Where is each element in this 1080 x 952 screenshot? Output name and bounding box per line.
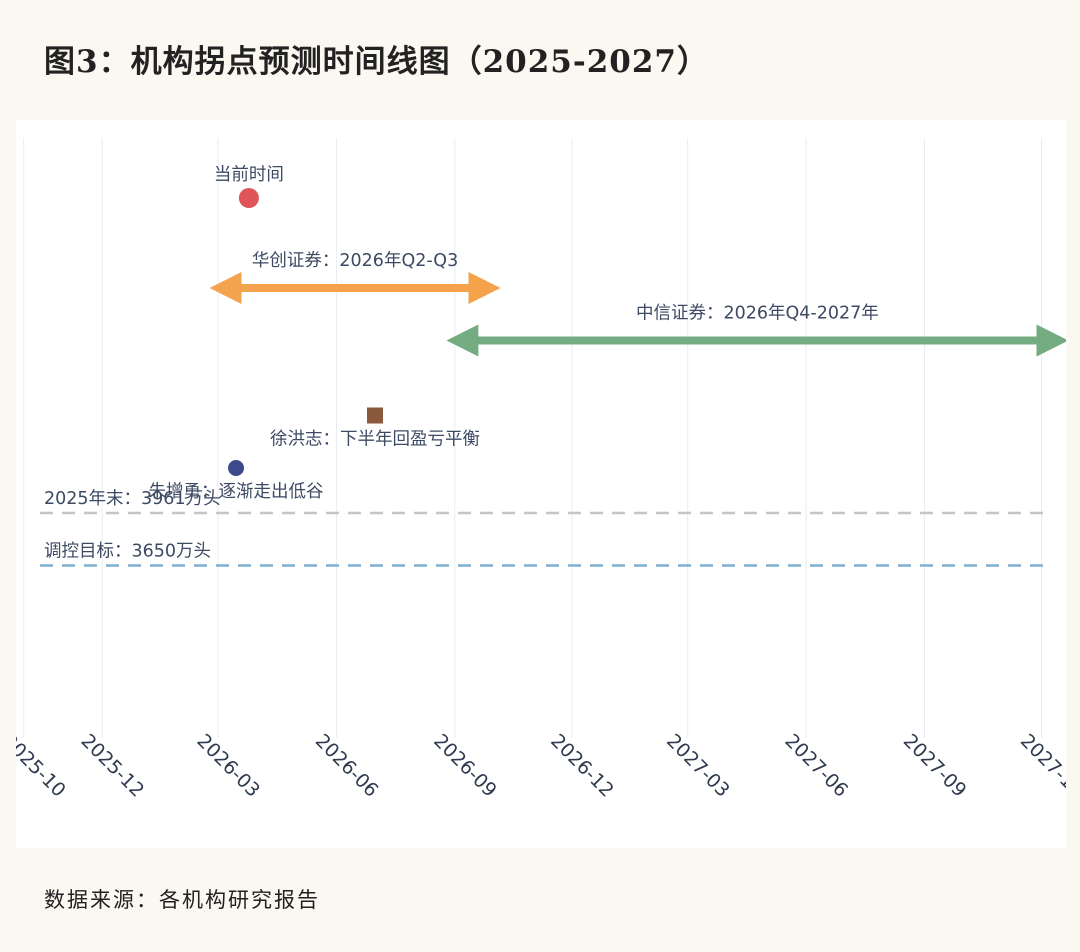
ref-target-label: 调控目标：3650万头 [44, 542, 211, 562]
ref-2025-label: 2025年末：3961万头 [44, 489, 221, 509]
current-label: 当前时间 [214, 165, 284, 185]
figure-title: 图3：机构拐点预测时间线图（2025-2027） [44, 44, 709, 80]
xu-marker [367, 407, 384, 424]
range-arrows [209, 272, 1066, 357]
current-marker [238, 188, 259, 208]
point-markers [228, 188, 384, 476]
zhu-marker [228, 460, 245, 476]
plot-background [16, 120, 1066, 848]
figure-source: 数据来源：各机构研究报告 [44, 888, 320, 912]
grid-lines [23, 138, 1043, 738]
xu-label: 徐洪志：下半年回盈亏平衡 [270, 430, 480, 450]
chart-container: 2025年末：3961万头 调控目标：3650万头 华创证券：2026年Q2-Q3 中… [16, 120, 1066, 848]
huachuang-range-label: 华创证券：2026年Q2-Q3 [252, 251, 458, 271]
zhu-label: 朱增勇：逐渐走出低谷 [149, 482, 324, 502]
citic-range-label: 中信证券：2026年Q4-2027年 [636, 304, 879, 324]
reference-lines [40, 511, 1050, 567]
